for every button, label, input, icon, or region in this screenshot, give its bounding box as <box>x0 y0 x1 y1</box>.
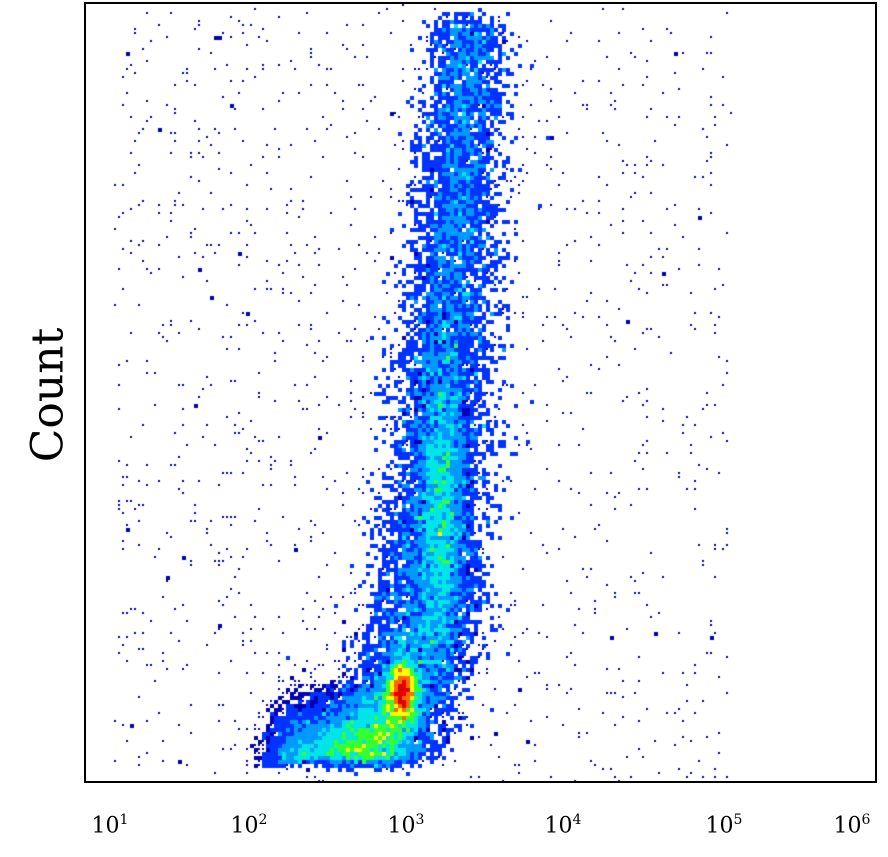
x-tick-label: 104 <box>544 812 582 839</box>
x-tick-label: 102 <box>230 812 268 839</box>
x-tick-label: 106 <box>833 812 871 839</box>
density-scatter <box>86 4 875 781</box>
y-axis-label: Count <box>22 327 74 463</box>
x-tick-label: 105 <box>705 812 743 839</box>
x-tick-label: 101 <box>91 812 129 839</box>
x-tick-label: 103 <box>387 812 425 839</box>
plot-area <box>84 2 877 783</box>
